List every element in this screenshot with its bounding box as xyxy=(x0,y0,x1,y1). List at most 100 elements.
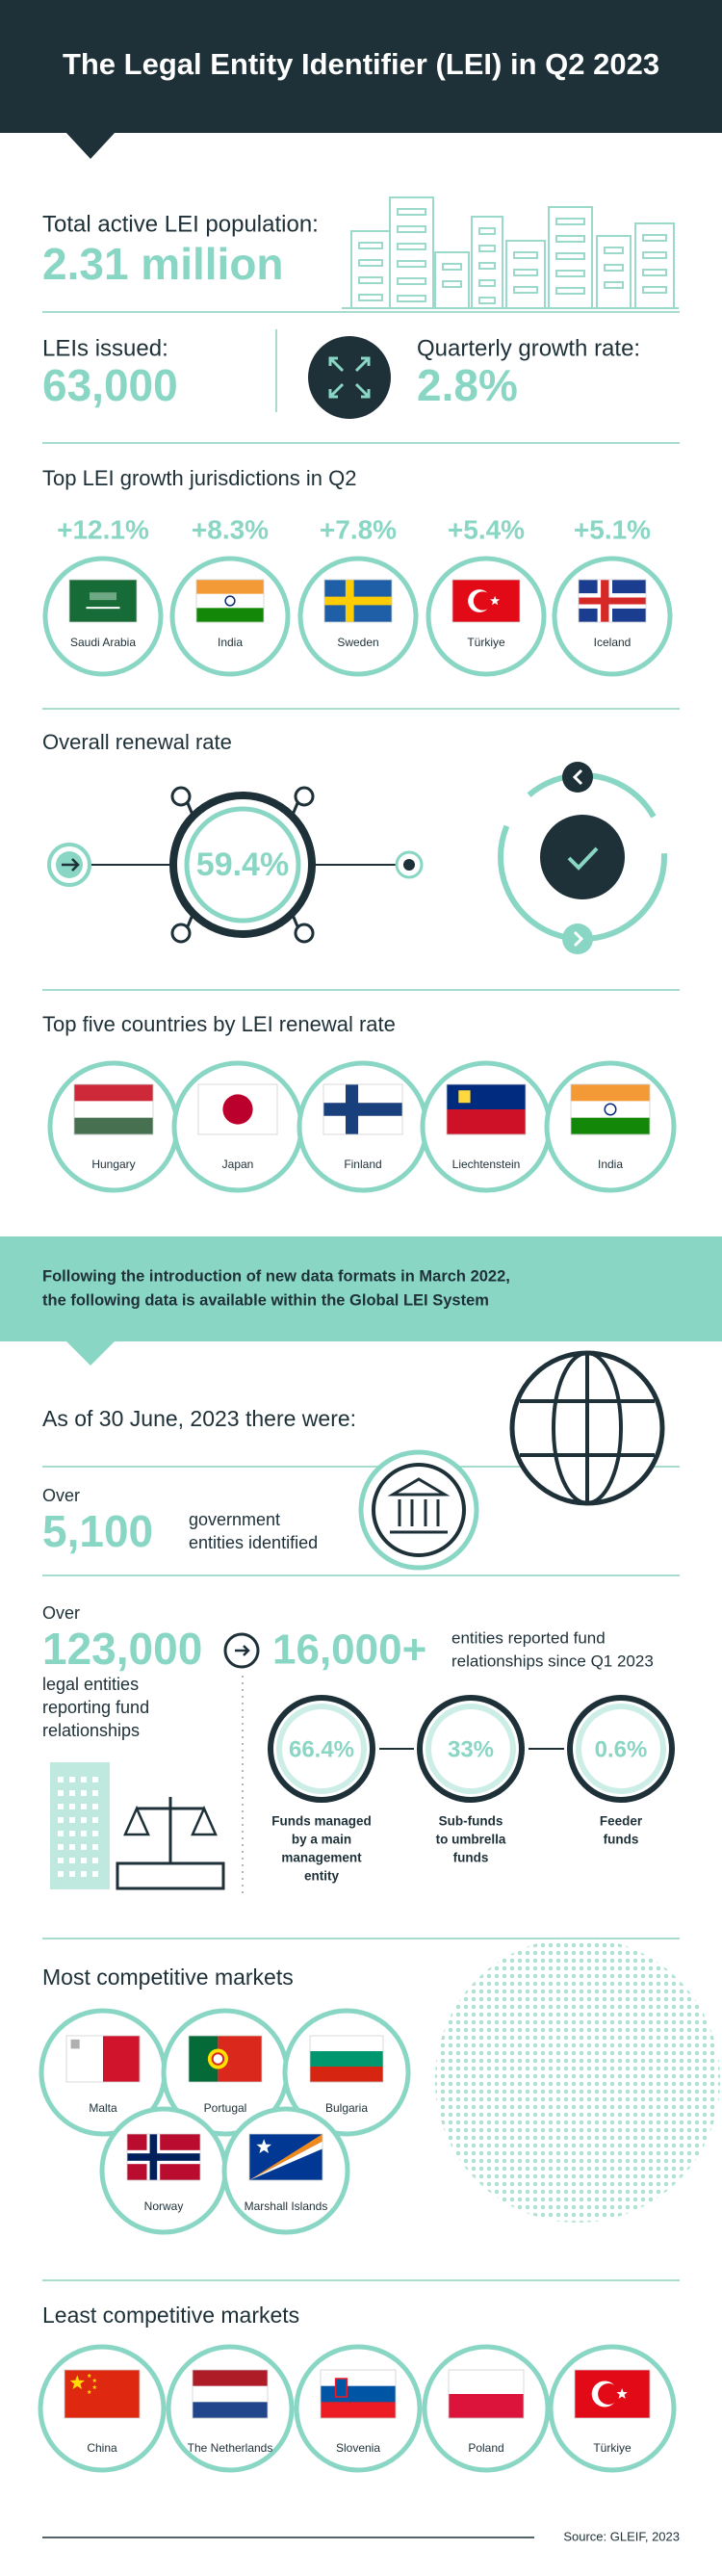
since-text: entities reported fund xyxy=(451,1628,606,1647)
illustration-window xyxy=(92,1804,98,1809)
country-label: Slovenia xyxy=(336,2441,380,2455)
illustration-window xyxy=(81,1777,87,1782)
spoke-node xyxy=(170,786,192,807)
growth-arrow xyxy=(328,382,345,399)
funds-text: reporting fund xyxy=(42,1698,149,1717)
check-badge xyxy=(540,815,625,899)
skyline xyxy=(342,196,679,309)
illustration-window xyxy=(58,1777,64,1782)
illustration-window xyxy=(81,1858,87,1863)
country-label: Iceland xyxy=(594,636,632,649)
flag-part xyxy=(103,2036,141,2082)
header-bar xyxy=(0,0,722,133)
flag-star xyxy=(69,2375,85,2389)
window xyxy=(513,251,538,259)
flag-border xyxy=(322,1083,403,1135)
flag-border xyxy=(323,579,393,623)
flag-part xyxy=(74,1084,153,1102)
flag-border xyxy=(578,579,647,623)
window xyxy=(555,218,585,225)
check-icon xyxy=(567,846,599,871)
window xyxy=(358,259,383,267)
flag-border xyxy=(320,2369,397,2419)
illustration-window xyxy=(58,1790,64,1796)
flag-part xyxy=(321,2402,396,2419)
section-title: Most competitive markets xyxy=(42,1965,294,1990)
government-text: entities identified xyxy=(189,1533,318,1552)
flag xyxy=(197,1083,278,1135)
flag-part xyxy=(249,2134,322,2180)
issued-label: LEIs issued: xyxy=(42,335,168,361)
window xyxy=(642,251,667,259)
flag xyxy=(446,1083,527,1135)
window xyxy=(642,269,667,276)
government-text: government xyxy=(189,1510,280,1529)
flag xyxy=(68,579,138,623)
page-title: The Legal Entity Identifier (LEI) in Q2 … xyxy=(63,47,659,81)
flag-part xyxy=(324,596,392,606)
gauge-label: funds xyxy=(604,1833,639,1847)
flag-border xyxy=(309,2035,384,2083)
illustration-window xyxy=(81,1790,87,1796)
country-label: China xyxy=(87,2441,117,2455)
growth-change: +12.1% xyxy=(57,514,149,544)
flag-part xyxy=(64,2370,140,2418)
flag-part xyxy=(571,1101,650,1118)
illustration-window xyxy=(58,1817,64,1823)
gauge-label: Funds managed xyxy=(271,1814,372,1829)
funds-text: legal entities xyxy=(42,1675,139,1694)
flag xyxy=(578,579,647,623)
window xyxy=(555,252,585,260)
banner-text: Following the introduction of new data f… xyxy=(42,1267,510,1285)
country-label: Norway xyxy=(144,2199,184,2213)
window xyxy=(397,243,426,250)
illustration-window xyxy=(92,1858,98,1863)
flag-star xyxy=(91,2384,97,2389)
flag-part xyxy=(310,2036,383,2052)
flag-part xyxy=(70,2039,80,2049)
section-title: Least competitive markets xyxy=(42,2303,299,2328)
flag-part xyxy=(321,2385,396,2403)
flag-border xyxy=(188,2035,263,2083)
flag-star xyxy=(87,2389,92,2394)
illustration-window xyxy=(92,1777,98,1782)
growth-icon xyxy=(308,336,391,419)
flag-part xyxy=(571,1084,650,1102)
header-pointer xyxy=(65,132,116,159)
gauge-value: 33% xyxy=(448,1736,494,1762)
flag-part xyxy=(74,1101,153,1118)
flag-border xyxy=(446,1083,527,1135)
flag-part xyxy=(196,593,264,609)
window xyxy=(555,270,585,277)
window xyxy=(397,225,426,233)
country-label: Liechtenstein xyxy=(452,1158,521,1171)
window xyxy=(397,277,426,285)
illustration-window xyxy=(58,1844,64,1850)
gauge-ring xyxy=(567,1695,675,1803)
gauge-label: by a main xyxy=(292,1833,351,1847)
population-value: 2.31 million xyxy=(42,239,284,289)
flag-border xyxy=(195,579,265,623)
illustration-building xyxy=(50,1762,110,1889)
flag-star xyxy=(87,2373,92,2378)
country-label: Türkiye xyxy=(467,636,505,649)
illustration-window xyxy=(69,1871,75,1877)
dotted-globe xyxy=(435,1938,720,2223)
flag-part xyxy=(193,2402,268,2419)
scale-pan xyxy=(123,1805,218,1836)
flag xyxy=(65,2035,141,2083)
next-icon xyxy=(573,930,584,948)
gauge-ring xyxy=(417,1695,525,1803)
flag-part xyxy=(310,2051,383,2068)
banner xyxy=(0,1236,722,1341)
growth-change: +7.8% xyxy=(320,514,397,544)
flag-part xyxy=(449,2370,524,2395)
illustration-window xyxy=(69,1858,75,1863)
flag-star xyxy=(256,2139,271,2153)
flag-part xyxy=(196,580,264,594)
window xyxy=(358,276,383,284)
flag-border xyxy=(451,579,521,623)
country-label: The Netherlands xyxy=(188,2441,273,2455)
renewal-ring-outer xyxy=(169,792,316,938)
